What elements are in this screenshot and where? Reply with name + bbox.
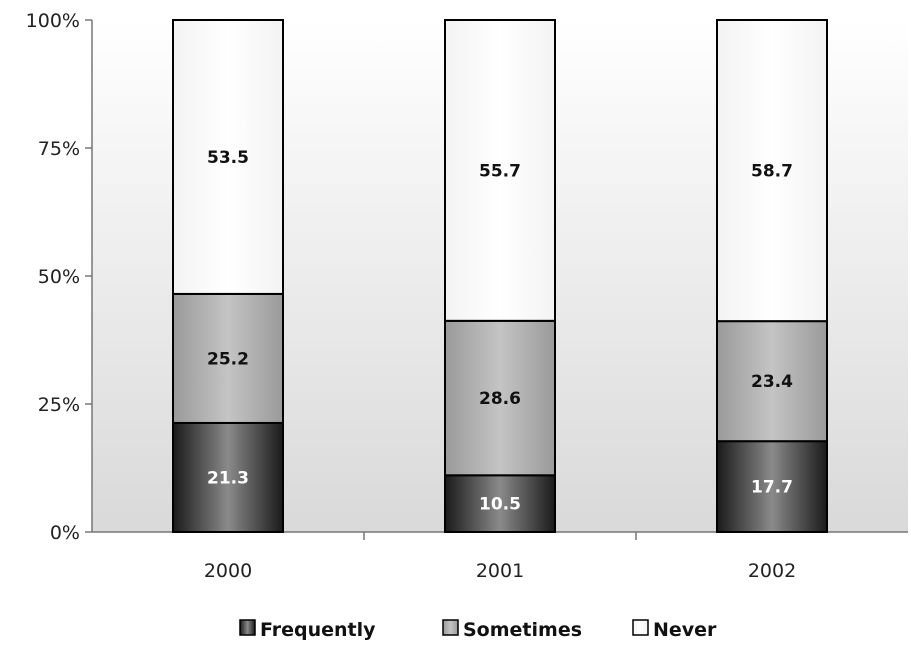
bar-frequently-2000 — [172, 421, 284, 533]
bar-sometimes-2002 — [716, 320, 828, 443]
y-tick-label: 0% — [50, 522, 80, 544]
bar-never-2000 — [172, 19, 284, 295]
data-label: 53.5 — [207, 148, 249, 168]
legend-swatch-never — [632, 619, 649, 636]
data-label: 10.5 — [479, 495, 521, 515]
data-labels: 21.3 25.2 53.5 10.5 28.6 55.7 17.7 23.4 58.7 — [207, 148, 793, 515]
x-tick-label: 2001 — [476, 560, 524, 582]
bar-sometimes-2001 — [444, 319, 556, 477]
bar-never-2002 — [716, 19, 828, 323]
y-tick-label: 75% — [38, 138, 80, 160]
legend-label-sometimes: Sometimes — [463, 619, 582, 641]
x-tick-label: 2002 — [748, 560, 796, 582]
data-label: 17.7 — [751, 478, 793, 498]
bar-frequently-2001 — [444, 474, 556, 533]
x-tick-label: 2000 — [204, 560, 252, 582]
legend-label-frequently: Frequently — [260, 619, 376, 641]
legend-swatch-sometimes — [442, 619, 459, 636]
data-label: 28.6 — [479, 389, 521, 409]
data-label: 55.7 — [479, 161, 521, 181]
data-label: 21.3 — [207, 468, 249, 488]
y-tick-label: 50% — [38, 266, 80, 288]
bar-frequently-2002 — [716, 440, 828, 534]
legend: Frequently Sometimes Never — [239, 619, 717, 641]
y-tick-label: 100% — [26, 10, 80, 32]
data-label: 23.4 — [751, 372, 793, 392]
bars — [172, 19, 828, 534]
bar-never-2001 — [444, 19, 556, 322]
legend-swatch-frequently — [239, 619, 256, 636]
y-tick-label: 25% — [38, 394, 80, 416]
legend-label-never: Never — [653, 619, 717, 641]
data-label: 58.7 — [751, 162, 793, 182]
data-label: 25.2 — [207, 349, 249, 369]
